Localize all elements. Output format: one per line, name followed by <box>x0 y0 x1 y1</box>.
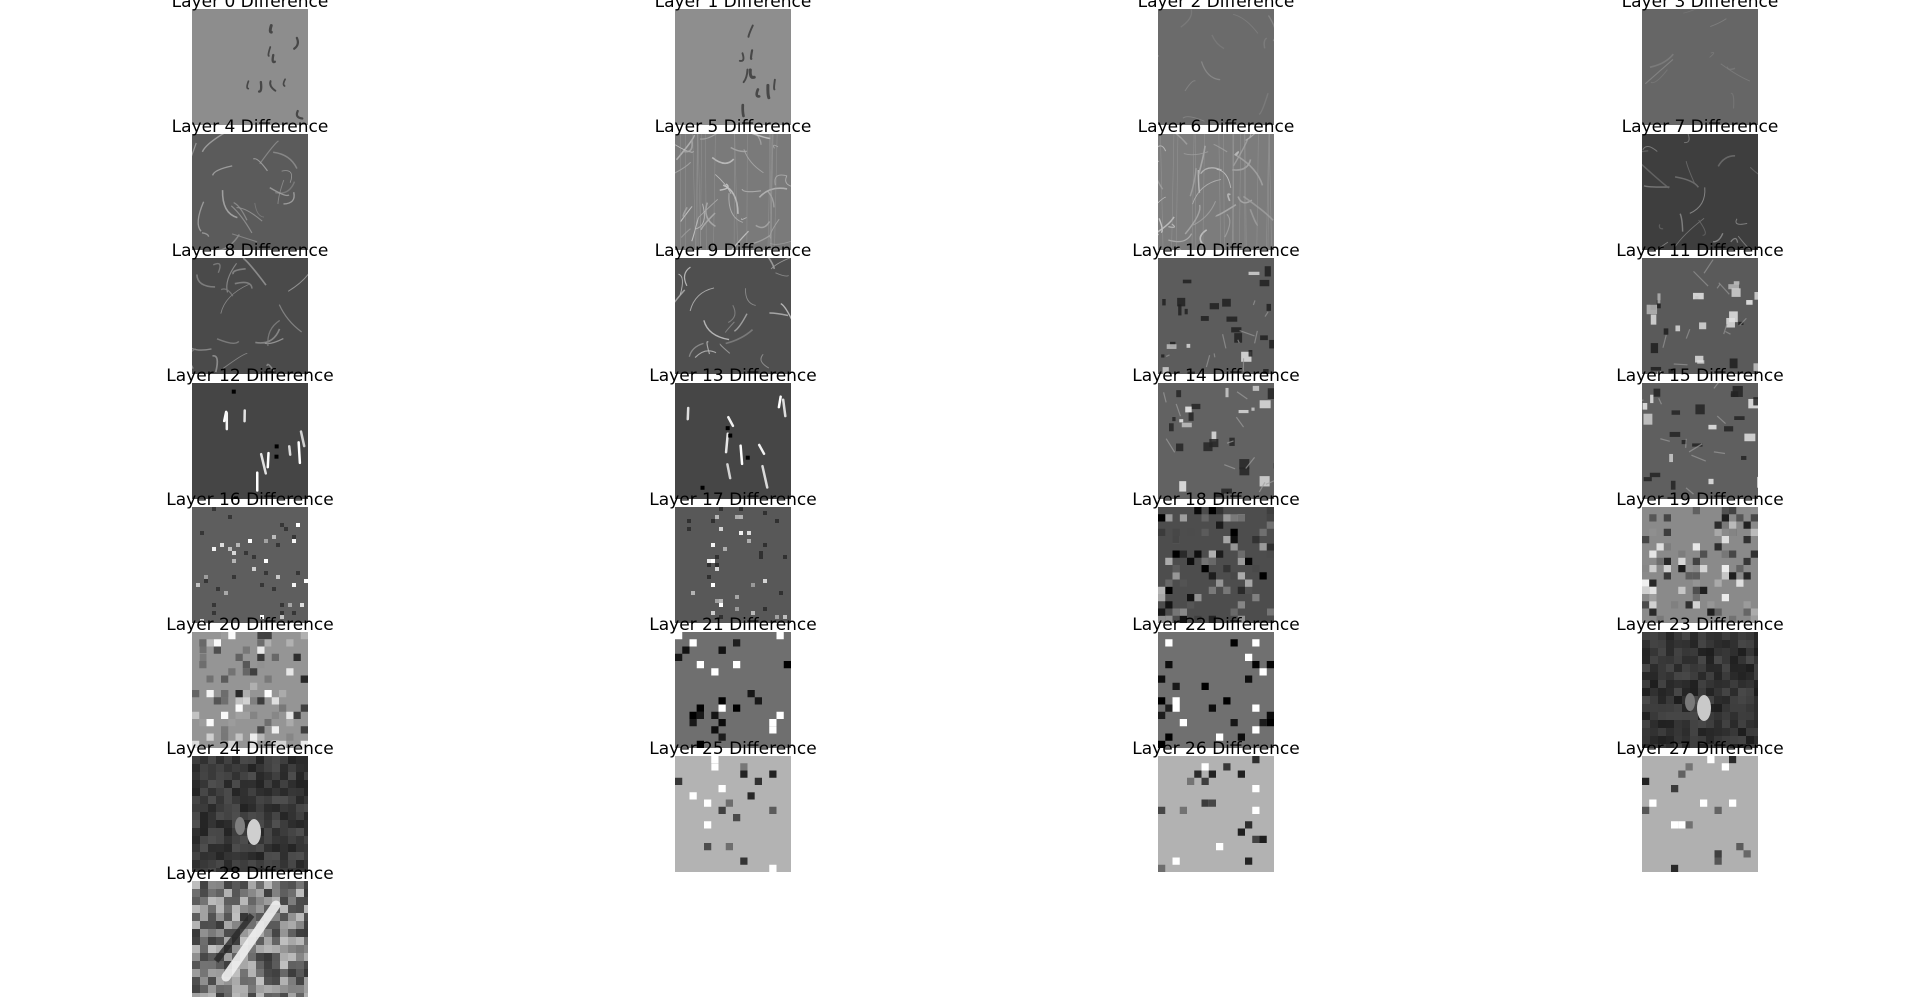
difference-heatmap-image <box>1642 9 1758 125</box>
layer-difference-panel: Layer 17 Difference <box>675 507 791 623</box>
difference-heatmap-image <box>675 383 791 499</box>
panel-title: Layer 9 Difference <box>615 242 851 260</box>
layer-difference-panel: Layer 28 Difference <box>192 881 308 997</box>
panel-title: Layer 12 Difference <box>132 367 368 385</box>
panel-title: Layer 16 Difference <box>132 491 368 509</box>
difference-heatmap-image <box>192 632 308 748</box>
difference-heatmap-image <box>1642 258 1758 374</box>
layer-difference-panel: Layer 11 Difference <box>1642 258 1758 374</box>
layer-difference-panel: Layer 23 Difference <box>1642 632 1758 748</box>
layer-difference-panel: Layer 25 Difference <box>675 756 791 872</box>
layer-difference-panel: Layer 12 Difference <box>192 383 308 499</box>
layer-difference-panel: Layer 8 Difference <box>192 258 308 374</box>
difference-heatmap-image <box>192 134 308 250</box>
difference-heatmap-image <box>675 134 791 250</box>
difference-heatmap-image <box>1642 134 1758 250</box>
layer-difference-panel: Layer 9 Difference <box>675 258 791 374</box>
panel-title: Layer 19 Difference <box>1582 491 1818 509</box>
difference-heatmap-image <box>1158 134 1274 250</box>
layer-difference-panel: Layer 1 Difference <box>675 9 791 125</box>
difference-heatmap-image <box>675 258 791 374</box>
layer-difference-panel: Layer 0 Difference <box>192 9 308 125</box>
difference-heatmap-image <box>192 756 308 872</box>
layer-difference-panel: Layer 13 Difference <box>675 383 791 499</box>
difference-heatmap-image <box>1642 383 1758 499</box>
layer-difference-panel: Layer 27 Difference <box>1642 756 1758 872</box>
panel-title: Layer 6 Difference <box>1098 118 1334 136</box>
panel-title: Layer 1 Difference <box>615 0 851 11</box>
panel-title: Layer 15 Difference <box>1582 367 1818 385</box>
panel-title: Layer 26 Difference <box>1098 740 1334 758</box>
layer-difference-panel: Layer 4 Difference <box>192 134 308 250</box>
difference-heatmap-image <box>192 9 308 125</box>
layer-difference-panel: Layer 3 Difference <box>1642 9 1758 125</box>
layer-difference-panel: Layer 2 Difference <box>1158 9 1274 125</box>
panel-title: Layer 10 Difference <box>1098 242 1334 260</box>
panel-title: Layer 22 Difference <box>1098 616 1334 634</box>
panel-title: Layer 5 Difference <box>615 118 851 136</box>
panel-title: Layer 27 Difference <box>1582 740 1818 758</box>
layer-difference-panel: Layer 6 Difference <box>1158 134 1274 250</box>
layer-difference-panel: Layer 14 Difference <box>1158 383 1274 499</box>
difference-heatmap-image <box>1642 756 1758 872</box>
panel-title: Layer 8 Difference <box>132 242 368 260</box>
layer-difference-panel: Layer 24 Difference <box>192 756 308 872</box>
panel-title: Layer 11 Difference <box>1582 242 1818 260</box>
panel-title: Layer 25 Difference <box>615 740 851 758</box>
difference-heatmap-image <box>675 756 791 872</box>
difference-heatmap-image <box>675 632 791 748</box>
panel-title: Layer 2 Difference <box>1098 0 1334 11</box>
difference-heatmap-image <box>1158 9 1274 125</box>
difference-heatmap-image <box>1158 756 1274 872</box>
panel-title: Layer 13 Difference <box>615 367 851 385</box>
layer-difference-panel: Layer 5 Difference <box>675 134 791 250</box>
panel-title: Layer 24 Difference <box>132 740 368 758</box>
difference-heatmap-image <box>675 507 791 623</box>
difference-heatmap-image <box>192 507 308 623</box>
difference-heatmap-image <box>192 258 308 374</box>
layer-difference-panel: Layer 16 Difference <box>192 507 308 623</box>
panel-title: Layer 0 Difference <box>132 0 368 11</box>
panel-title: Layer 17 Difference <box>615 491 851 509</box>
difference-heatmap-image <box>675 9 791 125</box>
panel-title: Layer 4 Difference <box>132 118 368 136</box>
difference-heatmap-image <box>1158 632 1274 748</box>
layer-difference-panel: Layer 21 Difference <box>675 632 791 748</box>
panel-title: Layer 7 Difference <box>1582 118 1818 136</box>
panel-title: Layer 23 Difference <box>1582 616 1818 634</box>
layer-difference-panel: Layer 19 Difference <box>1642 507 1758 623</box>
panel-title: Layer 3 Difference <box>1582 0 1818 11</box>
panel-title: Layer 21 Difference <box>615 616 851 634</box>
panel-title: Layer 14 Difference <box>1098 367 1334 385</box>
difference-heatmap-image <box>1158 383 1274 499</box>
layer-difference-panel: Layer 7 Difference <box>1642 134 1758 250</box>
difference-heatmap-image <box>1642 507 1758 623</box>
layer-difference-panel: Layer 20 Difference <box>192 632 308 748</box>
layer-difference-panel: Layer 22 Difference <box>1158 632 1274 748</box>
layer-difference-panel: Layer 10 Difference <box>1158 258 1274 374</box>
layer-difference-panel: Layer 15 Difference <box>1642 383 1758 499</box>
difference-heatmap-image <box>192 881 308 997</box>
difference-heatmap-image <box>1642 632 1758 748</box>
layer-difference-panel: Layer 26 Difference <box>1158 756 1274 872</box>
panel-title: Layer 28 Difference <box>132 865 368 883</box>
difference-heatmap-image <box>192 383 308 499</box>
difference-heatmap-image <box>1158 507 1274 623</box>
layer-difference-panel: Layer 18 Difference <box>1158 507 1274 623</box>
difference-heatmap-image <box>1158 258 1274 374</box>
panel-title: Layer 20 Difference <box>132 616 368 634</box>
panel-title: Layer 18 Difference <box>1098 491 1334 509</box>
